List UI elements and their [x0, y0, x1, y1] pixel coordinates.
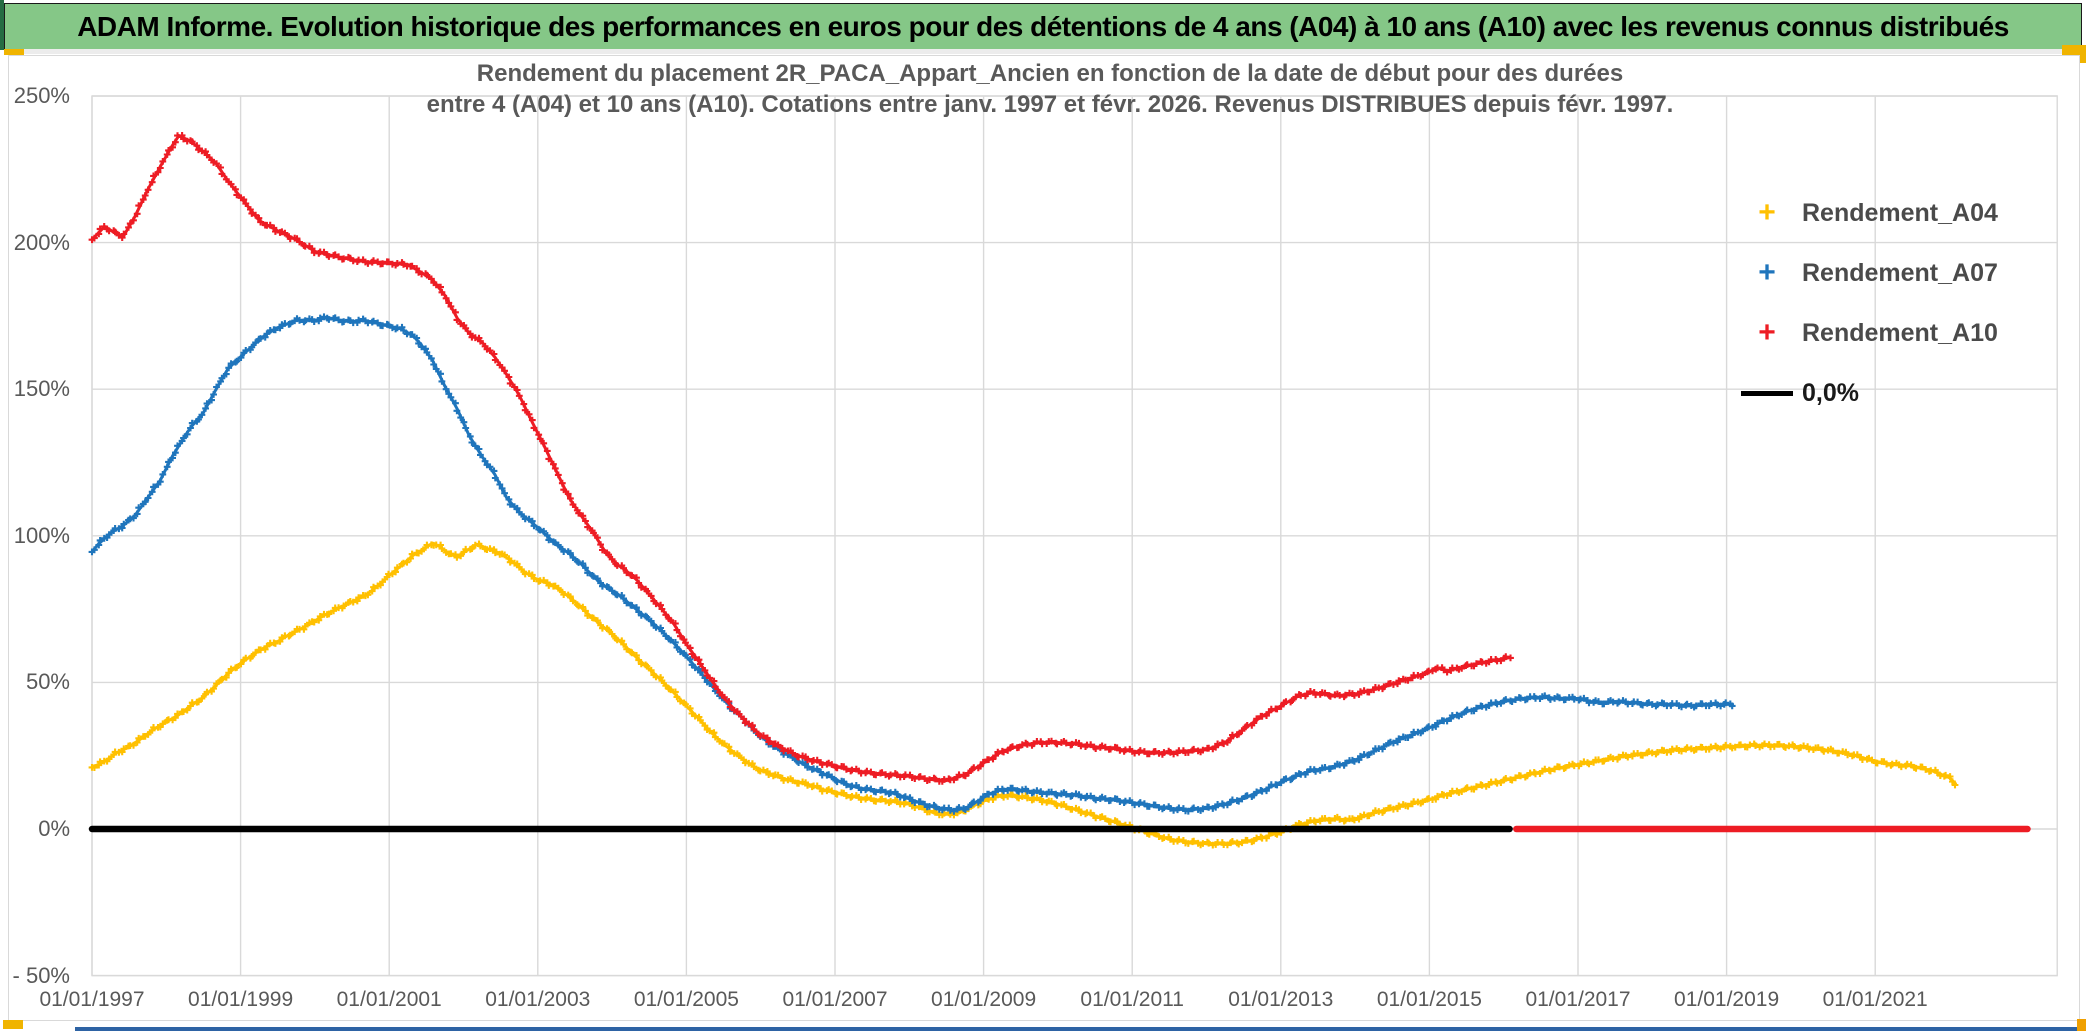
bottom-border-line [75, 1027, 2086, 1031]
x-axis-tick: 01/01/2005 [633, 988, 739, 1011]
legend-item-Rendement_A04[interactable]: + Rendement_A04 [1738, 183, 2038, 243]
y-axis-tick: 0% [38, 816, 70, 841]
legend-plus-marker-icon: + [1758, 316, 1776, 349]
x-axis-tick: 01/01/2015 [1376, 988, 1482, 1011]
legend-item-0,0%[interactable]: 0,0% [1738, 363, 2038, 423]
chart-title-line1: Rendement du placement 2R_PACA_Appart_An… [476, 60, 1624, 87]
series-markers-Rendement_A04[interactable] [88, 540, 1959, 849]
accent-bottom-right [2077, 1019, 2086, 1031]
y-axis-tick: 50% [25, 669, 70, 695]
legend-item-Rendement_A07[interactable]: + Rendement_A07 [1738, 243, 2038, 303]
series-line-Rendement_A07[interactable] [90, 315, 1734, 812]
x-axis-tick: 01/01/2011 [1080, 988, 1184, 1011]
y-axis-tick: 100% [13, 522, 70, 548]
legend-plus-marker-icon: + [1758, 256, 1776, 289]
x-axis-tick: 01/01/2019 [1674, 988, 1780, 1011]
x-axis-tick: 01/01/1999 [188, 988, 294, 1011]
legend-item-Rendement_A10[interactable]: + Rendement_A10 [1738, 303, 2038, 363]
legend-label: Rendement_A04 [1802, 198, 1998, 227]
accent-bottom-left [3, 1020, 23, 1029]
x-axis-tick: 01/01/1997 [39, 988, 145, 1011]
x-axis-tick: 01/01/2003 [485, 988, 591, 1011]
x-axis-tick: 01/01/2001 [336, 988, 442, 1011]
chart-title: Rendement du placement 2R_PACA_Appart_An… [330, 58, 1770, 120]
x-axis-tick: 01/01/2021 [1822, 988, 1928, 1011]
y-axis-tick: 150% [13, 376, 70, 402]
sheet-edge-strip [0, 0, 4, 50]
chart-legend[interactable]: + Rendement_A04 + Rendement_A07 + Rendement_A… [1738, 183, 2038, 423]
legend-label: Rendement_A10 [1802, 318, 1998, 347]
y-axis-tick: 200% [13, 229, 70, 255]
legend-label: Rendement_A07 [1802, 258, 1998, 287]
y-axis-tick: - 50% [12, 962, 70, 988]
chart-card[interactable] [8, 55, 2080, 1021]
x-axis-tick: 01/01/2017 [1525, 988, 1631, 1011]
x-axis-tick: 01/01/2007 [782, 988, 888, 1011]
legend-plus-marker-icon: + [1758, 196, 1776, 229]
under-header-strip [4, 49, 2078, 54]
legend-line-marker-icon [1741, 390, 1793, 396]
header-title: ADAM Informe. Evolution historique des p… [77, 10, 2009, 42]
x-axis-tick: 01/01/2013 [1228, 988, 1334, 1011]
legend-label: 0,0% [1802, 378, 1859, 407]
series-markers-Rendement_A07[interactable] [88, 313, 1736, 815]
header-bar: ADAM Informe. Evolution historique des p… [4, 3, 2082, 50]
x-axis-tick: 01/01/2009 [931, 988, 1037, 1011]
series-markers-Rendement_A10[interactable] [88, 132, 1514, 785]
y-axis-tick: 250% [13, 83, 70, 108]
chart-title-line2: entre 4 (A04) et 10 ans (A10). Cotations… [426, 91, 1674, 118]
accent-top-left [4, 49, 24, 55]
plot-border [91, 95, 2058, 977]
series-line-Rendement_A10[interactable] [90, 134, 1512, 783]
